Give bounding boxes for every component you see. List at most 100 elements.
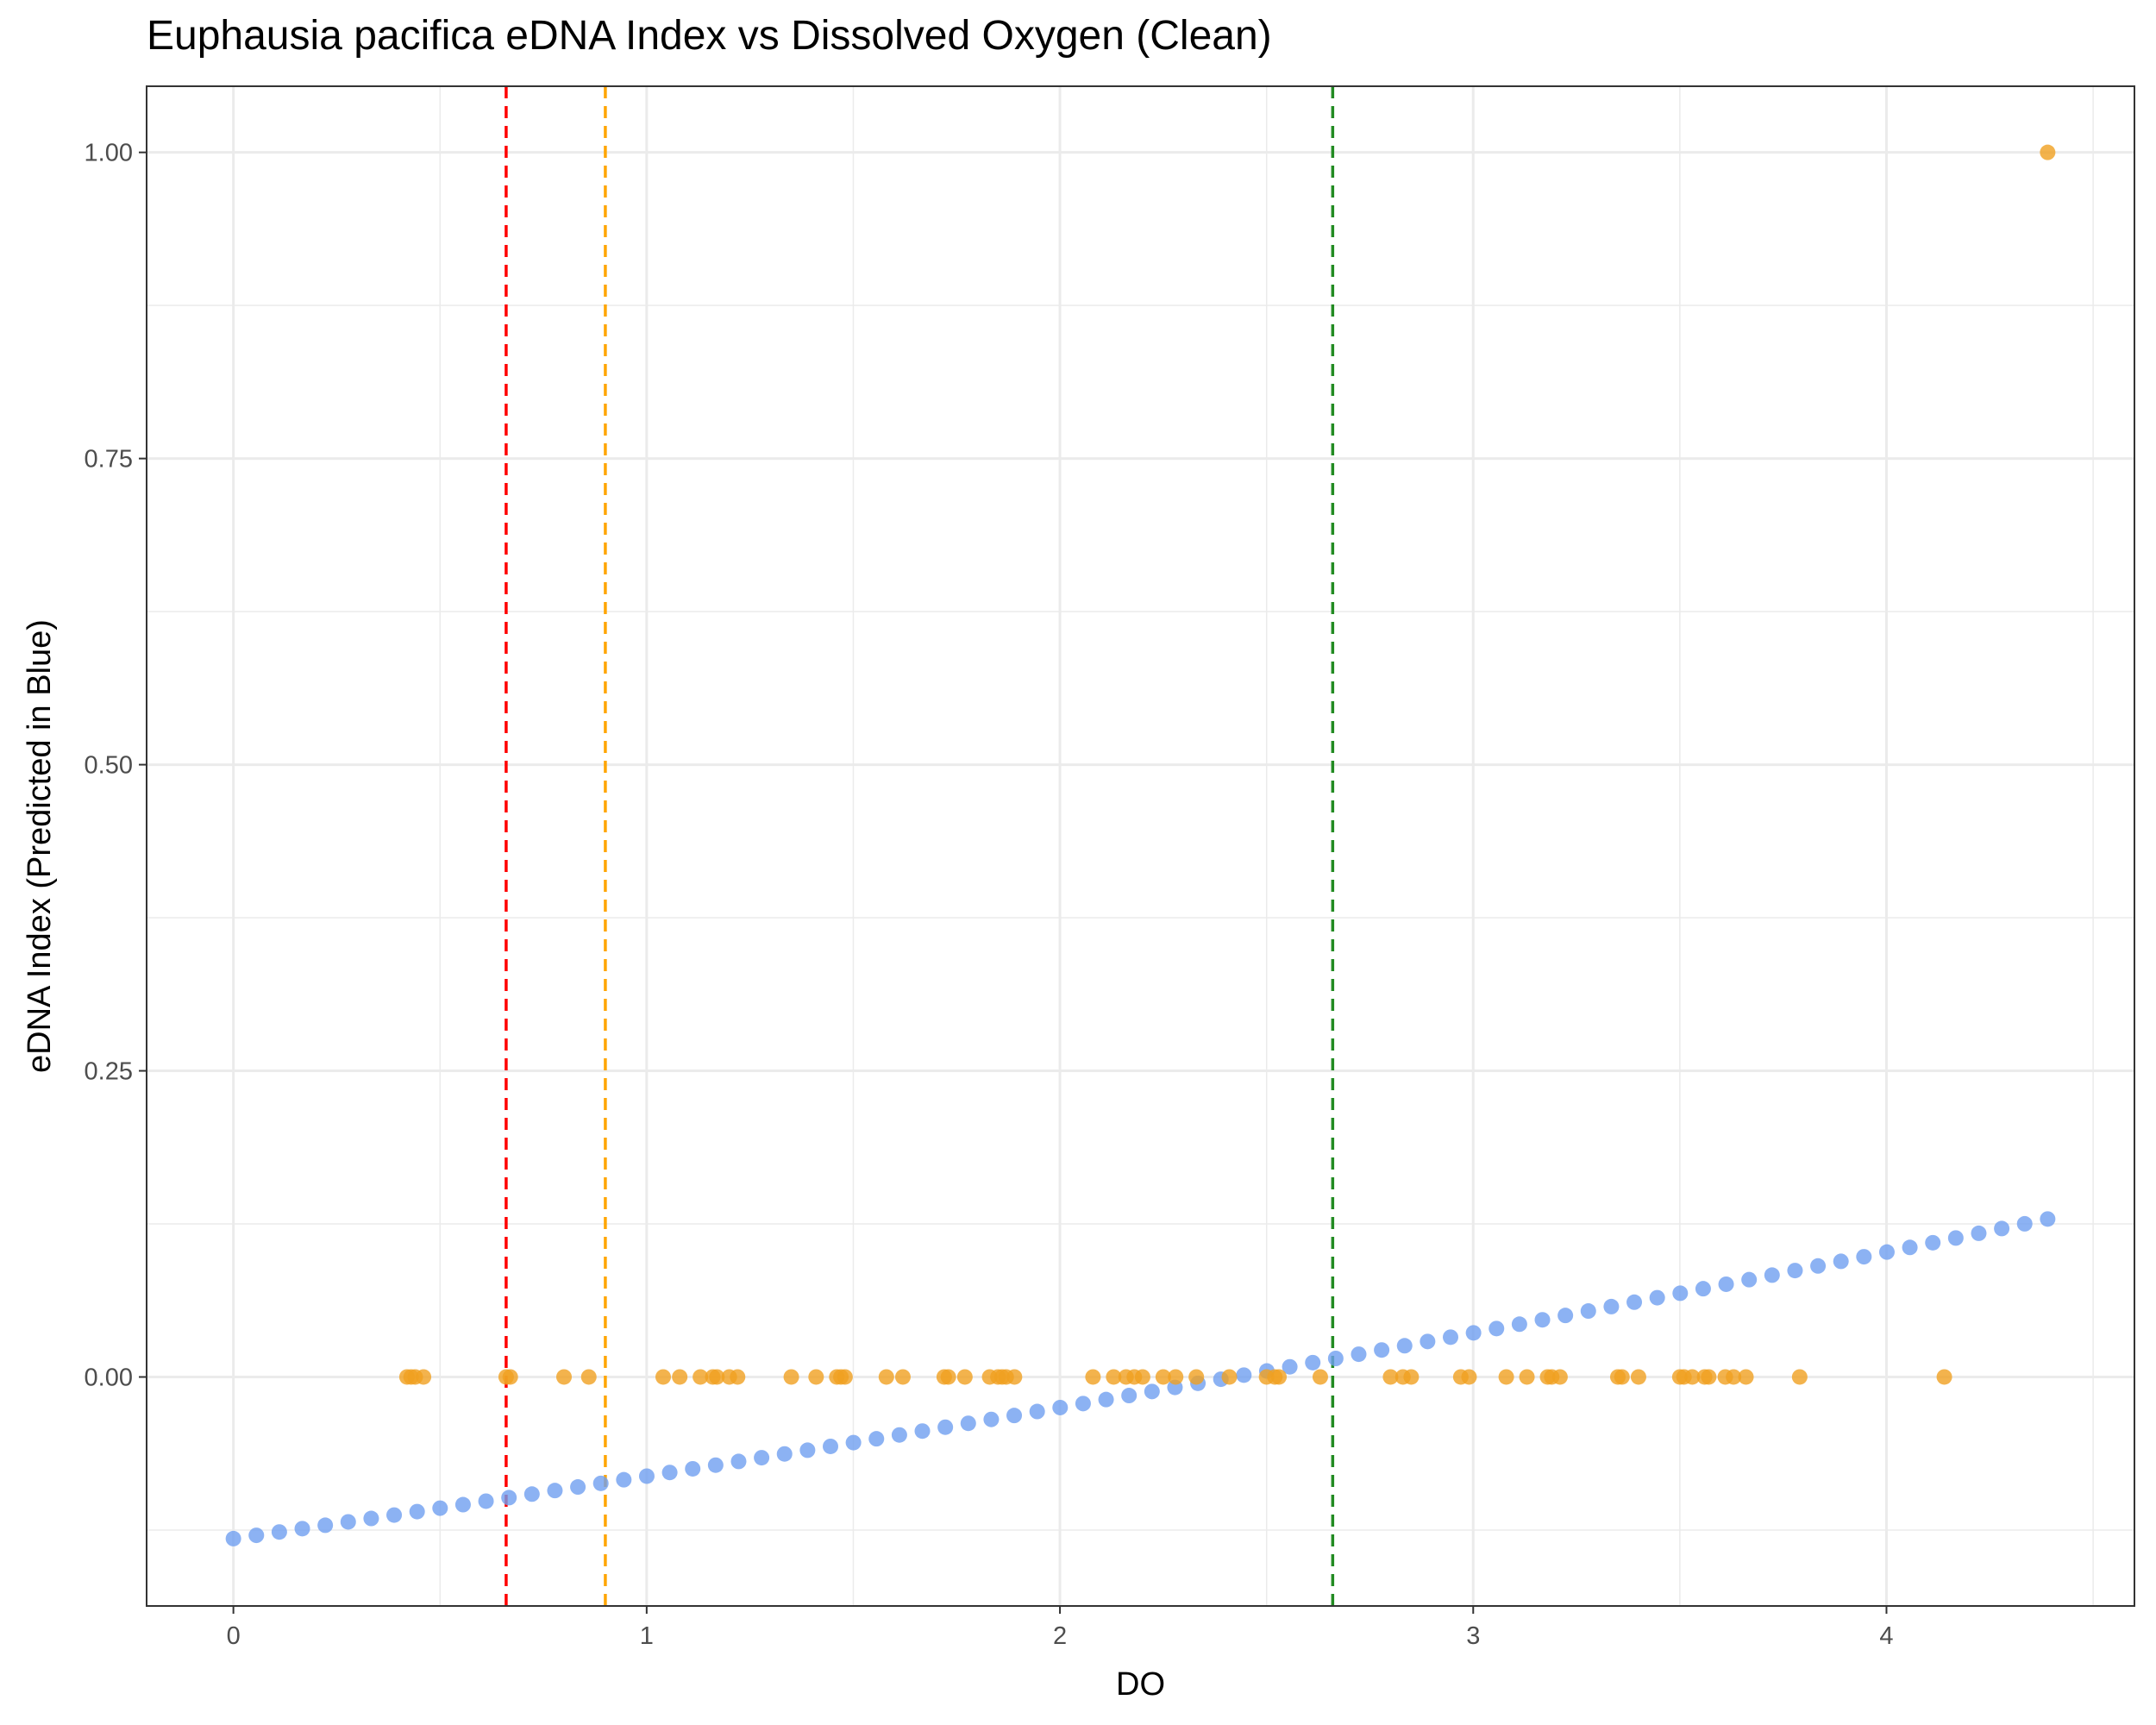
predicted-point [547, 1483, 563, 1499]
predicted-point [799, 1442, 816, 1458]
observed-point [1630, 1369, 1646, 1385]
predicted-point [317, 1517, 334, 1534]
observed-point [956, 1369, 973, 1385]
predicted-point [914, 1423, 931, 1440]
observed-point [693, 1369, 709, 1385]
observed-point [1271, 1369, 1288, 1385]
observed-point [672, 1369, 688, 1385]
predicted-point [661, 1465, 678, 1481]
predicted-point [1006, 1408, 1023, 1424]
y-tick-label: 0.00 [85, 1364, 133, 1391]
predicted-point [1420, 1333, 1436, 1350]
predicted-point [523, 1486, 540, 1502]
y-tick-label: 0.25 [85, 1058, 133, 1086]
predicted-point [1052, 1399, 1069, 1415]
observed-point [1614, 1369, 1630, 1385]
observed-point [1155, 1369, 1171, 1385]
predicted-point [937, 1419, 954, 1435]
predicted-point [592, 1475, 609, 1491]
predicted-point [1029, 1403, 1045, 1420]
predicted-point [638, 1468, 655, 1484]
x-tick-label: 2 [1053, 1622, 1067, 1650]
predicted-point [1626, 1294, 1643, 1310]
predicted-series [225, 1211, 2056, 1546]
predicted-point [823, 1438, 839, 1454]
predicted-point [363, 1510, 379, 1527]
observed-point [1738, 1369, 1754, 1385]
observed-point [1551, 1369, 1568, 1385]
observed-point [940, 1369, 956, 1385]
predicted-point [983, 1411, 1000, 1427]
predicted-point [707, 1457, 724, 1473]
observed-point [1519, 1369, 1535, 1385]
observed-point [1221, 1369, 1238, 1385]
observed-point [1726, 1369, 1742, 1385]
predicted-point [225, 1530, 241, 1546]
predicted-point [1994, 1220, 2010, 1237]
y-axis-title: eDNA Index (Predicted in Blue) [22, 619, 58, 1073]
observed-point [783, 1369, 799, 1385]
predicted-point [1144, 1383, 1160, 1400]
predicted-point [1327, 1350, 1344, 1366]
predicted-point [1534, 1312, 1551, 1328]
observed-point [1312, 1369, 1328, 1385]
predicted-point [616, 1471, 632, 1488]
predicted-point [1580, 1303, 1596, 1320]
observed-point [1936, 1369, 1952, 1385]
reference-lines [505, 86, 1335, 1606]
predicted-point [1833, 1253, 1849, 1270]
predicted-point [1787, 1263, 1803, 1279]
predicted-point [271, 1524, 287, 1540]
observed-point [730, 1369, 746, 1385]
observed-point [1461, 1369, 1477, 1385]
x-tick-label: 1 [640, 1622, 654, 1650]
chart-title: Euphausia pacifica eDNA Index vs Dissolv… [147, 13, 1272, 59]
predicted-point [1856, 1249, 1872, 1265]
predicted-point [1511, 1316, 1527, 1333]
observed-point [1106, 1369, 1122, 1385]
y-tick-label: 0.50 [85, 752, 133, 780]
predicted-point [1396, 1338, 1413, 1354]
observed-point [808, 1369, 824, 1385]
predicted-point [1764, 1267, 1780, 1283]
y-axis-ticks: 0.00 0.25 0.50 0.75 1.00 [85, 140, 147, 1391]
predicted-point [1741, 1271, 1758, 1288]
predicted-point [1810, 1258, 1827, 1274]
predicted-point [432, 1500, 448, 1516]
x-tick-label: 3 [1466, 1622, 1480, 1650]
predicted-point [501, 1490, 517, 1506]
predicted-point [1075, 1396, 1091, 1412]
observed-point [1791, 1369, 1808, 1385]
observed-point [894, 1369, 911, 1385]
observed-point [1188, 1369, 1205, 1385]
predicted-point [340, 1514, 356, 1530]
predicted-point [1442, 1329, 1458, 1346]
predicted-point [294, 1521, 310, 1537]
predicted-point [960, 1415, 976, 1432]
plot-panel-border [146, 85, 2135, 1607]
predicted-point [1282, 1358, 1298, 1375]
predicted-point [1098, 1391, 1114, 1408]
observed-point [878, 1369, 894, 1385]
predicted-point [1971, 1225, 1987, 1241]
predicted-point [409, 1503, 425, 1520]
predicted-point [1121, 1388, 1138, 1404]
observed-point [1403, 1369, 1420, 1385]
observed-point [1006, 1369, 1023, 1385]
observed-point [837, 1369, 853, 1385]
predicted-point [1672, 1285, 1689, 1302]
predicted-point [1236, 1367, 1252, 1383]
predicted-point [478, 1493, 494, 1509]
observed-point [556, 1369, 573, 1385]
y-tick-label: 1.00 [85, 140, 133, 167]
observed-point [416, 1369, 432, 1385]
observed-point [580, 1369, 597, 1385]
observed-point [1382, 1369, 1399, 1385]
predicted-point [1925, 1234, 1941, 1251]
predicted-point [891, 1427, 907, 1443]
predicted-point [1305, 1354, 1321, 1371]
observed-point [1498, 1369, 1514, 1385]
observed-point [2040, 144, 2056, 160]
predicted-point [1902, 1239, 1918, 1256]
predicted-point [570, 1479, 586, 1496]
